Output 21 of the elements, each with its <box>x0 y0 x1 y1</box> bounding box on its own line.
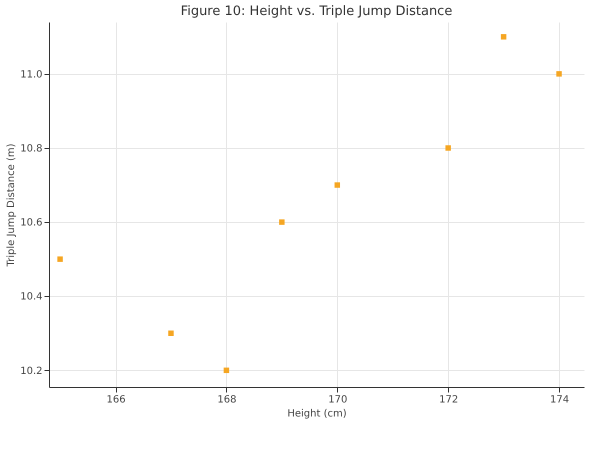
y-tick-label: 11.0 <box>20 69 42 80</box>
point <box>279 219 285 225</box>
x-tick-label: 166 <box>106 394 126 406</box>
point <box>224 368 230 374</box>
y-tick-label: 10.4 <box>20 292 42 303</box>
x-tick-label: 172 <box>439 394 458 406</box>
x-tick-label: 174 <box>550 394 570 406</box>
point <box>57 256 63 262</box>
y-axis-title: Triple Jump Distance (m) <box>6 143 18 268</box>
point <box>334 182 340 188</box>
point <box>500 34 506 40</box>
y-tick-label: 10.8 <box>20 143 42 154</box>
chart-title: Figure 10: Height vs. Triple Jump Distance <box>180 4 452 19</box>
point <box>168 330 174 336</box>
x-tick-label: 170 <box>328 394 348 406</box>
y-tick-label: 10.2 <box>20 366 42 377</box>
y-tick-label: 10.6 <box>20 218 42 229</box>
x-axis-title: Height (cm) <box>287 408 347 420</box>
x-tick-label: 168 <box>217 394 236 406</box>
point <box>556 71 562 77</box>
point <box>445 145 451 151</box>
